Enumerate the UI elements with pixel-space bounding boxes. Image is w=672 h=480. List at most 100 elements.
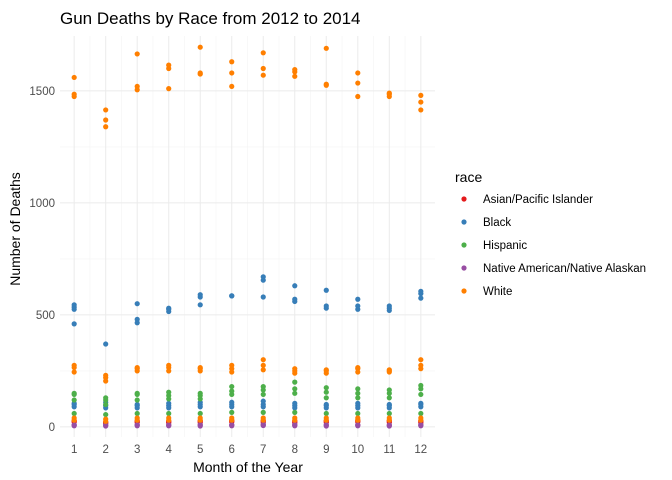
data-point	[260, 409, 266, 415]
data-point	[292, 67, 298, 73]
data-point	[71, 74, 77, 81]
legend: race Asian/Pacific Islander Black Hispanic…	[455, 169, 646, 298]
data-point	[197, 70, 203, 76]
data-point	[166, 86, 172, 92]
data-point	[103, 401, 109, 408]
data-point	[418, 362, 424, 368]
data-point	[355, 390, 361, 396]
data-point	[418, 92, 424, 98]
data-point	[134, 83, 140, 90]
x-tick-label: 1	[71, 444, 77, 456]
data-point	[197, 415, 203, 421]
data-point	[355, 410, 361, 417]
data-point	[260, 274, 266, 280]
data-point	[197, 390, 203, 396]
data-point	[355, 296, 361, 302]
y-tick-label: 1000	[29, 198, 55, 210]
data-point	[323, 81, 329, 87]
data-point	[166, 305, 172, 311]
x-tick-label: 6	[229, 444, 235, 456]
data-point	[134, 390, 140, 396]
legend-title: race	[455, 169, 482, 185]
data-point	[71, 369, 77, 375]
data-point	[323, 303, 329, 309]
data-point	[292, 409, 298, 415]
data-point	[355, 93, 361, 100]
data-point	[71, 415, 77, 421]
data-point	[292, 421, 298, 428]
data-point	[71, 362, 77, 368]
y-axis-title: Number of Deaths	[7, 172, 23, 286]
chart-title: Gun Deaths by Race from 2012 to 2014	[60, 9, 361, 28]
data-point	[355, 422, 361, 428]
data-point	[418, 415, 424, 421]
y-tick-label: 500	[36, 310, 55, 322]
data-point	[418, 99, 424, 105]
data-point	[71, 422, 77, 428]
legend-label: Hispanic	[483, 240, 527, 252]
x-tick-label: 5	[197, 444, 203, 456]
data-point	[229, 293, 235, 299]
data-point	[418, 295, 424, 301]
legend-key	[461, 288, 467, 294]
data-point	[355, 386, 361, 392]
data-point	[292, 366, 298, 372]
data-point	[292, 415, 298, 421]
data-point	[260, 65, 266, 72]
data-point	[292, 400, 298, 406]
series-black	[71, 274, 424, 411]
grid	[60, 36, 435, 437]
data-point	[292, 296, 298, 302]
data-point	[134, 301, 140, 307]
legend-key	[461, 196, 467, 202]
data-point	[418, 382, 424, 389]
data-point	[355, 395, 361, 401]
data-point	[418, 288, 424, 294]
data-point	[166, 410, 172, 417]
data-point	[197, 421, 203, 428]
x-tick-label: 12	[414, 444, 427, 456]
data-point	[323, 287, 329, 293]
data-point	[292, 386, 298, 392]
data-point	[166, 62, 172, 68]
data-point	[260, 398, 266, 404]
x-tick-label: 7	[260, 444, 266, 456]
x-axis-title: Month of the Year	[193, 459, 303, 475]
data-point	[323, 401, 329, 408]
data-point	[134, 422, 140, 428]
series-native-american-native-alaskan	[71, 421, 424, 429]
data-point	[134, 401, 140, 408]
data-point	[386, 401, 392, 408]
data-point	[323, 415, 329, 421]
data-point	[103, 341, 109, 347]
data-point	[197, 302, 203, 308]
data-point	[355, 364, 361, 371]
y-axis-ticks: 0 500 1000 1500	[29, 86, 55, 434]
legend-label: Native American/Native Alaskan	[483, 263, 646, 275]
data-point	[418, 410, 424, 417]
data-point	[386, 410, 392, 417]
legend-key	[461, 265, 467, 271]
data-point	[418, 400, 424, 406]
x-tick-label: 9	[323, 444, 329, 456]
data-point	[292, 390, 298, 396]
data-point	[418, 422, 424, 428]
legend-label: White	[483, 286, 512, 298]
data-points	[71, 44, 424, 429]
data-point	[229, 59, 235, 65]
data-point	[323, 389, 329, 395]
x-tick-label: 8	[292, 444, 298, 456]
data-point	[197, 364, 203, 371]
data-point	[134, 316, 140, 322]
data-point	[197, 410, 203, 417]
data-point	[386, 367, 392, 373]
data-point	[229, 83, 235, 90]
data-point	[323, 422, 329, 428]
data-point	[260, 421, 266, 427]
data-point	[386, 422, 392, 428]
data-point	[229, 415, 235, 421]
data-point	[71, 410, 77, 417]
data-point	[229, 362, 235, 368]
data-point	[71, 91, 77, 97]
